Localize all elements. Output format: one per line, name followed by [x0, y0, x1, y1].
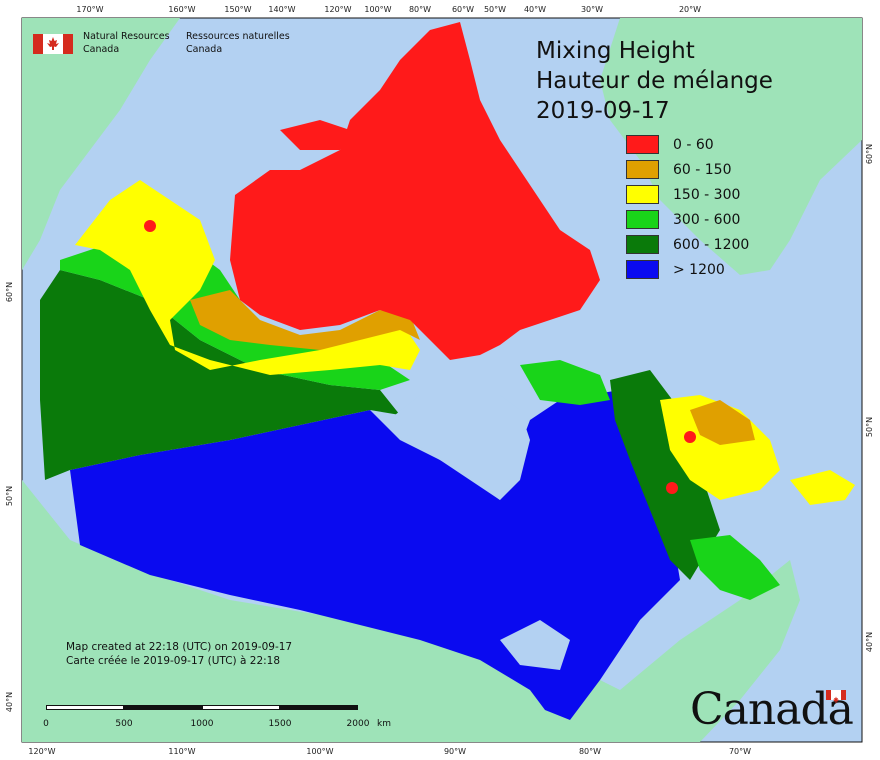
agency-fr-line1: Ressources naturelles: [186, 31, 290, 42]
scale-segment: [202, 705, 280, 710]
title-fr: Hauteur de mélange: [536, 68, 773, 94]
basemap-land: [22, 18, 862, 742]
legend-label: 300 - 600: [673, 211, 741, 228]
tick-label: 60°N: [5, 282, 14, 302]
zone-0-60-arctic: [230, 22, 600, 360]
legend-swatch: [626, 260, 659, 279]
tick-label: 120°W: [28, 747, 55, 756]
agency-en-line2: Canada: [83, 44, 120, 55]
tick-label: 100°W: [306, 747, 333, 756]
zone-150-300-west: [75, 180, 420, 375]
tick-label: 90°W: [444, 747, 466, 756]
credit-fr: Carte créée le 2019-09-17 (UTC) à 22:18: [66, 655, 281, 667]
zone-0-60-spot-west: [144, 220, 156, 232]
tick-label: 150°W: [224, 5, 251, 14]
legend-swatch: [626, 210, 659, 229]
right-latitude-ticks: 60°N 50°N 40°N: [865, 144, 874, 652]
land-greenland: [600, 18, 862, 275]
tick-label: 40°W: [524, 5, 546, 14]
map-date: 2019-09-17: [536, 98, 670, 124]
legend-swatch: [626, 235, 659, 254]
legend-item: 0 - 60: [626, 132, 749, 157]
tick-label: 80°W: [409, 5, 431, 14]
tick-label: 40°N: [865, 632, 874, 652]
hudson-bay: [395, 385, 530, 500]
land-usa: [22, 480, 800, 742]
agency-fr-line2: Canada: [186, 44, 223, 55]
scale-unit: km: [377, 719, 391, 729]
left-latitude-ticks: 60°N 50°N 40°N: [5, 282, 14, 712]
scale-segment: [46, 705, 124, 710]
tick-label: 140°W: [268, 5, 295, 14]
legend-label: > 1200: [673, 261, 725, 278]
tick-label: 20°W: [679, 5, 701, 14]
title-en: Mixing Height: [536, 38, 695, 64]
tick-label: 50°N: [865, 417, 874, 437]
legend-label: 0 - 60: [673, 136, 714, 153]
tick-label: 80°W: [579, 747, 601, 756]
legend-item: 60 - 150: [626, 157, 749, 182]
scale-label: 0: [43, 719, 49, 729]
zone-600-1200-east: [610, 370, 720, 580]
tick-label: 110°W: [168, 747, 195, 756]
legend-swatch: [626, 135, 659, 154]
zone-150-300-newfoundland: [790, 470, 855, 505]
top-longitude-ticks: 170°W 160°W 150°W 140°W 120°W 100°W 80°W 60°W 50…: [76, 5, 701, 14]
tick-label: 170°W: [76, 5, 103, 14]
tick-label: 40°N: [5, 692, 14, 712]
scale-segment: [280, 705, 358, 710]
canada-flag-icon: [33, 34, 73, 54]
legend-item: > 1200: [626, 257, 749, 282]
tick-label: 120°W: [324, 5, 351, 14]
bottom-longitude-ticks: 120°W 110°W 100°W 90°W 80°W 70°W: [28, 747, 751, 756]
agency-name-fr: Ressources naturelles Canada: [186, 30, 290, 56]
legend-item: 600 - 1200: [626, 232, 749, 257]
legend-label: 60 - 150: [673, 161, 732, 178]
zone-300-600-hudson: [520, 360, 610, 405]
zone-0-60-spot-quebec: [684, 431, 696, 443]
legend-label: 600 - 1200: [673, 236, 750, 253]
zone-300-600-maritimes: [690, 535, 780, 600]
scale-label: 2000: [346, 719, 370, 729]
legend-swatch: [626, 160, 659, 179]
tick-label: 160°W: [168, 5, 195, 14]
scale-label: 1500: [268, 719, 292, 729]
map-credit: Map created at 22:18 (UTC) on 2019-09-17…: [66, 640, 292, 668]
tick-label: 30°W: [581, 5, 603, 14]
legend-swatch: [626, 185, 659, 204]
legend-item: 300 - 600: [626, 207, 749, 232]
tick-label: 50°N: [5, 486, 14, 506]
tick-label: 50°W: [484, 5, 506, 14]
zone-60-150-west: [190, 290, 420, 350]
legend: 0 - 60 60 - 150 150 - 300 300 - 600 600 - 12…: [626, 132, 749, 282]
zone-60-150-quebec: [690, 400, 755, 445]
scale-segment: [124, 705, 202, 710]
mixing-height-fill: [40, 22, 855, 720]
agency-en-line1: Natural Resources: [83, 31, 170, 42]
zone-600-1200-west: [40, 270, 400, 480]
tick-label: 70°W: [729, 747, 751, 756]
legend-item: 150 - 300: [626, 182, 749, 207]
tick-label: 60°N: [865, 144, 874, 164]
zone-0-60-spot-south: [666, 482, 678, 494]
credit-en: Map created at 22:18 (UTC) on 2019-09-17: [66, 641, 293, 653]
zone-0-60-island: [280, 120, 350, 150]
land-west: [22, 18, 180, 270]
tick-label: 60°W: [452, 5, 474, 14]
tick-label: 100°W: [364, 5, 391, 14]
wordmark-flag-icon: [826, 690, 846, 703]
scale-label: 500: [115, 719, 133, 729]
legend-label: 150 - 300: [673, 186, 741, 203]
scale-label: 1000: [190, 719, 214, 729]
agency-name-en: Natural Resources Canada: [83, 30, 170, 56]
great-lakes: [500, 620, 570, 670]
